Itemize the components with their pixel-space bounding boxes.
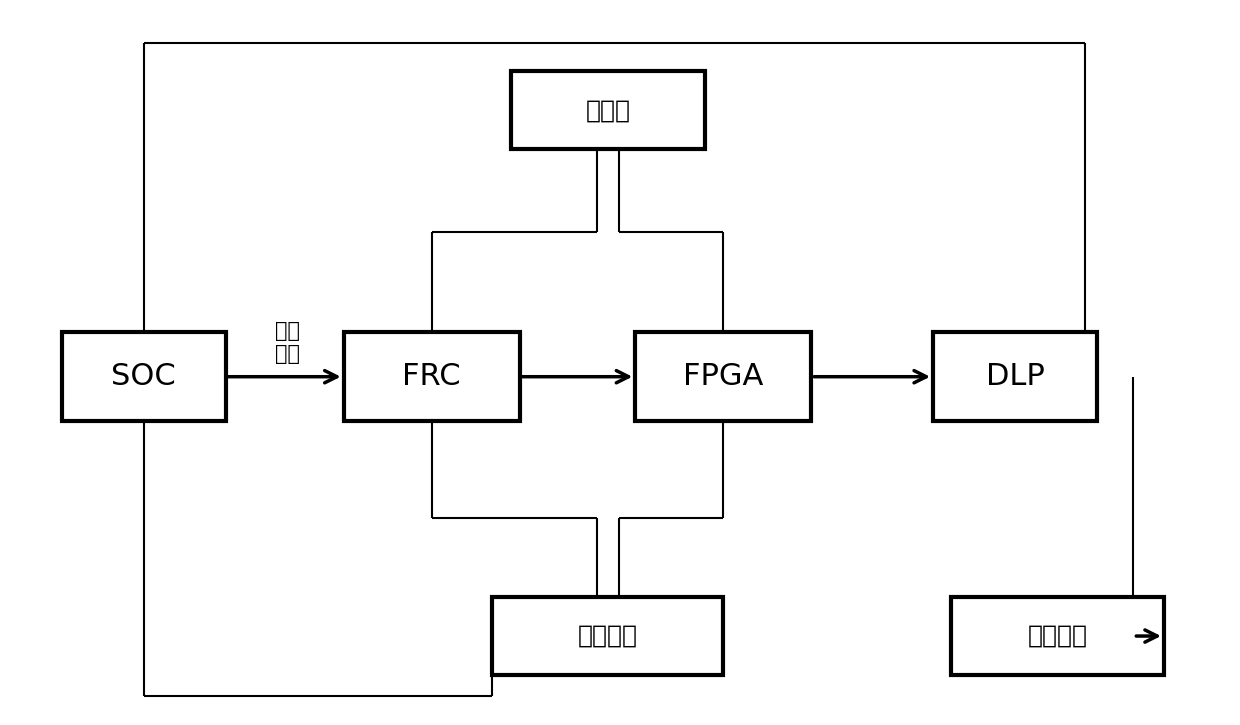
Bar <box>62 332 226 421</box>
Text: SOC: SOC <box>112 362 176 392</box>
Text: 视频
信号: 视频 信号 <box>274 321 300 364</box>
Bar <box>951 597 1164 675</box>
Text: DLP: DLP <box>986 362 1044 392</box>
Bar <box>343 332 520 421</box>
Bar <box>635 332 811 421</box>
Text: 存储器: 存储器 <box>585 99 630 123</box>
Text: FRC: FRC <box>402 362 461 392</box>
Bar <box>932 332 1097 421</box>
Bar <box>511 71 706 149</box>
Bar <box>492 597 723 675</box>
Text: FPGA: FPGA <box>683 362 764 392</box>
Text: 显示部件: 显示部件 <box>1028 624 1087 648</box>
Text: 主控制器: 主控制器 <box>578 624 637 648</box>
